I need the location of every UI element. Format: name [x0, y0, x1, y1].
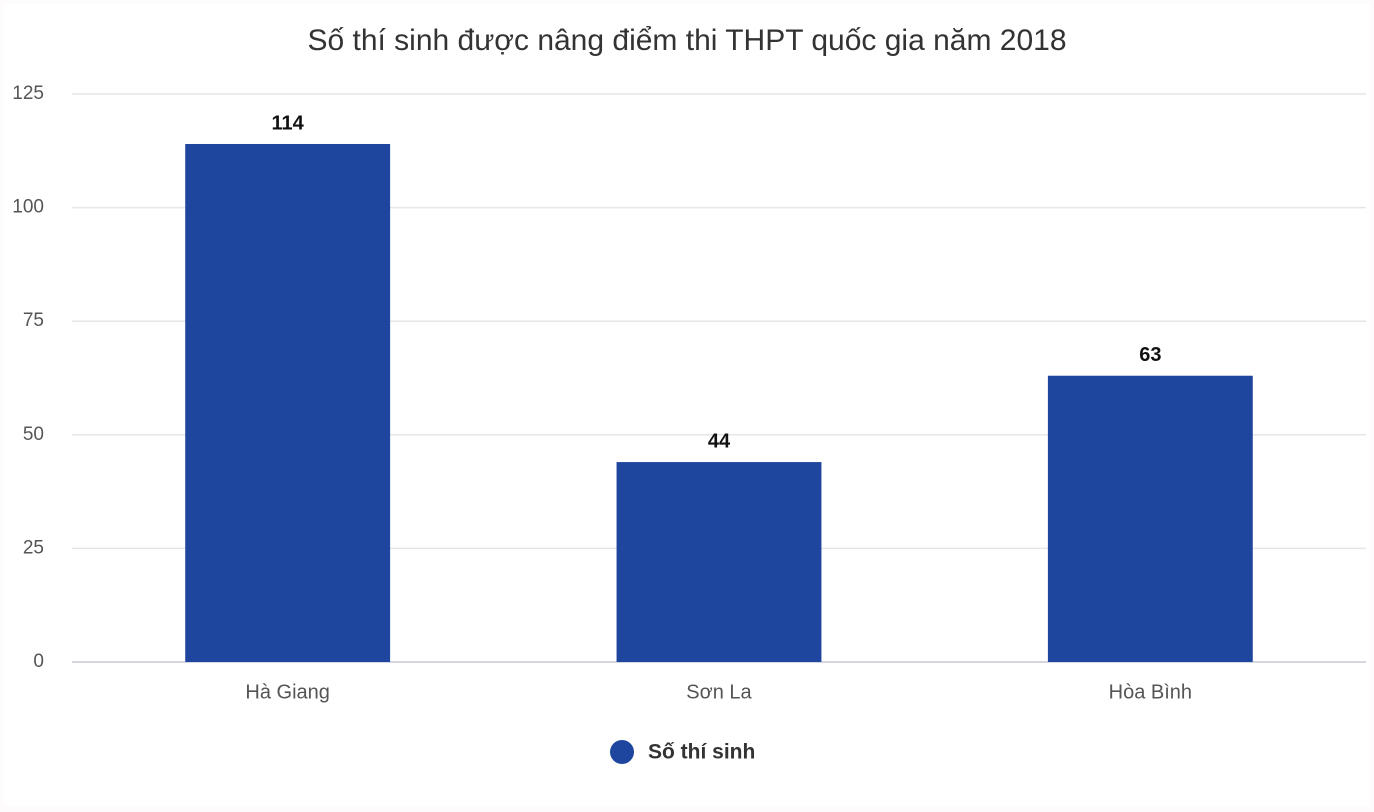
legend-label: Số thí sinh [648, 741, 755, 764]
value-label: 114 [272, 112, 305, 134]
x-tick-label: Hòa Bình [1109, 681, 1192, 703]
y-tick-label: 125 [12, 83, 44, 104]
y-tick-label: 25 [23, 537, 44, 558]
x-tick-label: Hà Giang [245, 681, 330, 703]
y-tick-label: 75 [23, 310, 44, 331]
bar [185, 143, 391, 662]
chart-title: Số thí sinh được nâng điểm thi THPT quốc… [307, 24, 1066, 57]
x-tick-label: Sơn La [686, 681, 752, 703]
bar [1047, 375, 1253, 662]
legend-marker [610, 740, 634, 764]
y-tick-label: 50 [23, 424, 44, 445]
y-tick-label: 0 [33, 651, 44, 672]
value-label: 63 [1139, 344, 1161, 366]
value-label: 44 [708, 430, 731, 452]
y-tick-label: 100 [12, 197, 44, 218]
bar [616, 462, 822, 662]
